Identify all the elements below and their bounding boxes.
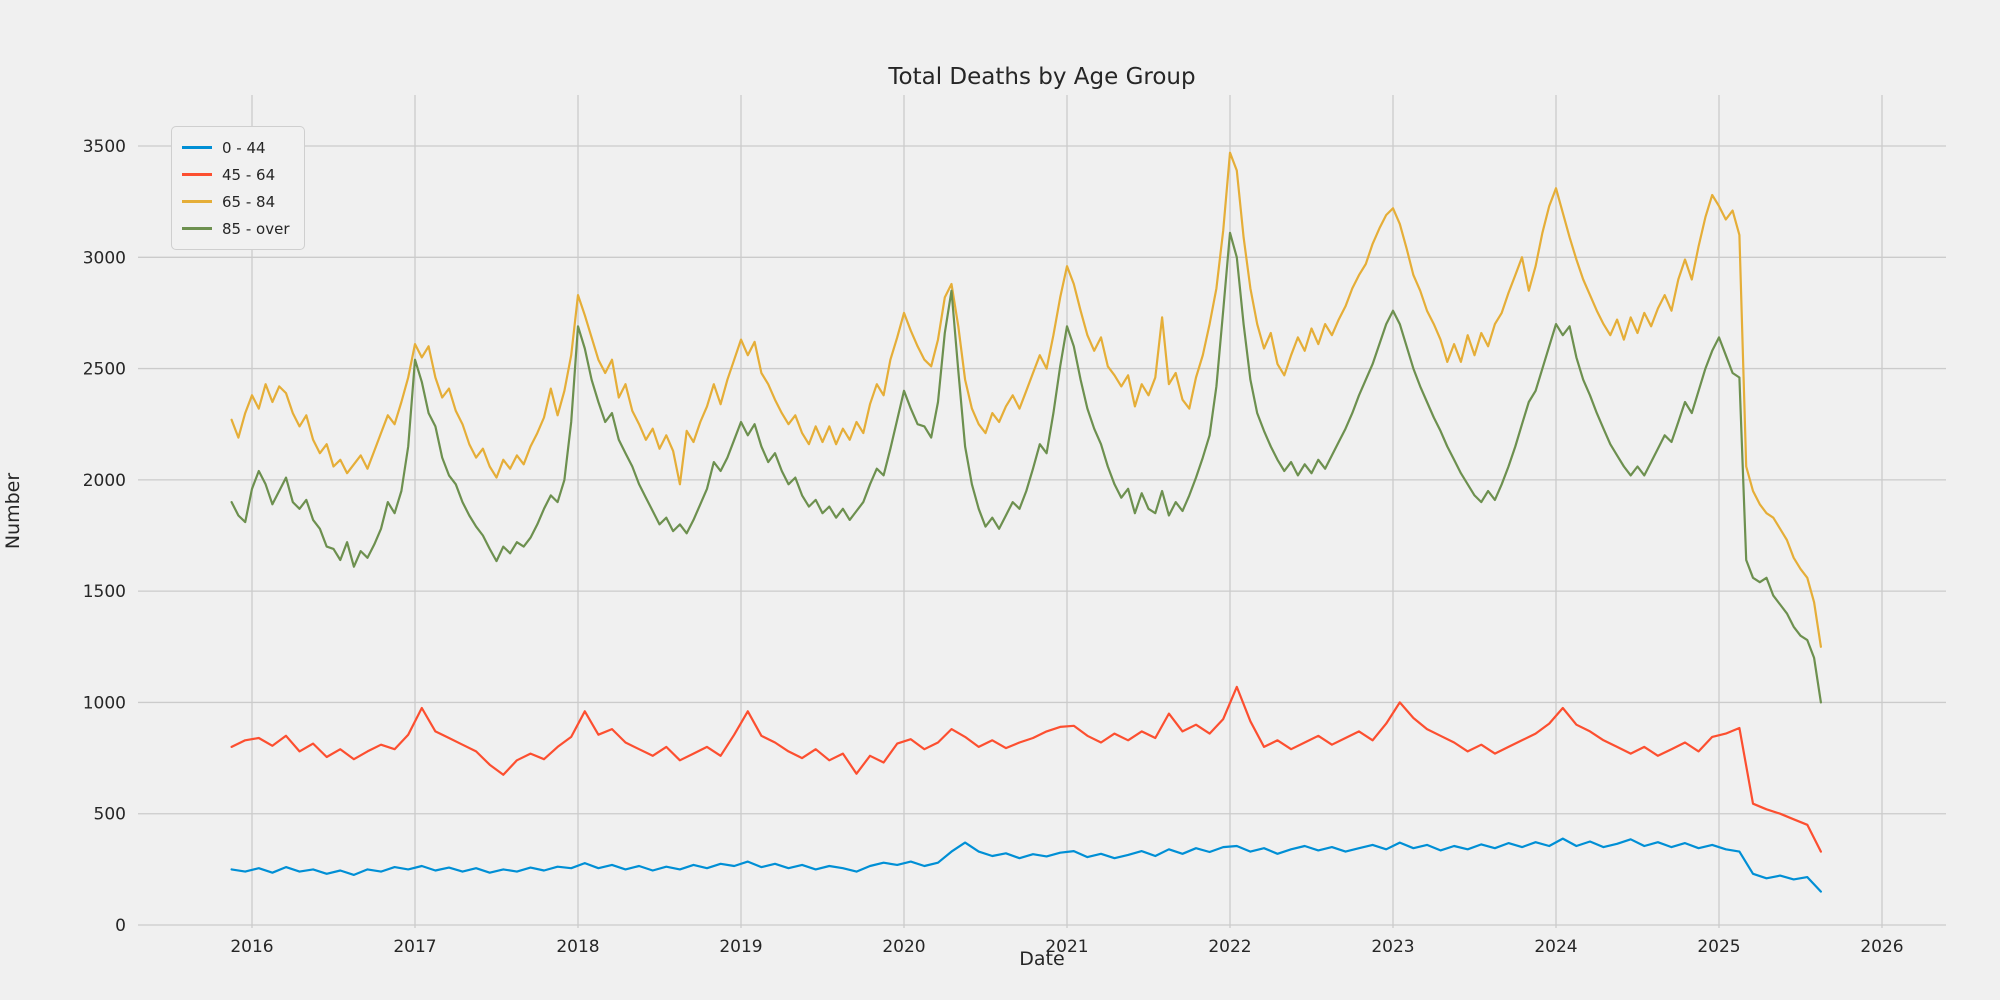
x-tick-label: 2021: [1045, 937, 1088, 957]
y-tick-label: 500: [94, 805, 126, 825]
x-tick-label: 2024: [1534, 937, 1577, 957]
x-tick-label: 2023: [1371, 937, 1414, 957]
x-tick-label: 2025: [1697, 937, 1740, 957]
series-line-85-over: [230, 231, 1823, 704]
legend-item-85-over: 85 - over: [182, 215, 290, 242]
y-tick-label: 1000: [83, 693, 126, 713]
legend-swatch-45-64: [182, 173, 212, 176]
x-tick-label: 2019: [719, 937, 762, 957]
series-line-65-84: [230, 151, 1823, 648]
y-axis-label: Number: [2, 472, 24, 550]
x-tick-label: 2026: [1860, 937, 1903, 957]
x-grid: 2016 2017 2018 2019 2020 2021 2022 2023 2024 2025…: [230, 95, 1904, 957]
x-axis-label: Date: [1019, 948, 1065, 970]
y-tick-label: 2000: [83, 471, 126, 491]
legend-item-0-44: 0 - 44: [182, 134, 290, 161]
y-tick-label: 3000: [83, 248, 126, 268]
legend-item-65-84: 65 - 84: [182, 188, 290, 215]
series-line-0-44: [230, 837, 1823, 893]
y-grid: 0 500 1000 1500 2000 2500 3000 3500: [83, 137, 1946, 936]
x-tick-label: 2022: [1208, 937, 1251, 957]
legend-swatch-0-44: [182, 146, 212, 149]
legend-item-45-64: 45 - 64: [182, 161, 290, 188]
x-tick-label: 2016: [230, 937, 273, 957]
y-tick-label: 1500: [83, 582, 126, 602]
legend-swatch-65-84: [182, 200, 212, 203]
y-tick-label: 2500: [83, 360, 126, 380]
legend: 0 - 44 45 - 64 65 - 84 85 - over: [171, 126, 305, 250]
legend-label-45-64: 45 - 64: [222, 165, 276, 184]
chart-title: Total Deaths by Age Group: [888, 64, 1196, 90]
x-tick-label: 2018: [556, 937, 599, 957]
series-line-45-64: [230, 685, 1823, 853]
legend-label-0-44: 0 - 44: [222, 138, 266, 157]
legend-swatch-85-over: [182, 227, 212, 230]
x-tick-label: 2017: [393, 937, 436, 957]
legend-label-85-over: 85 - over: [222, 219, 290, 238]
y-tick-label: 0: [115, 916, 126, 936]
x-tick-label: 2020: [882, 937, 925, 957]
y-tick-label: 3500: [83, 137, 126, 157]
legend-label-65-84: 65 - 84: [222, 192, 276, 211]
